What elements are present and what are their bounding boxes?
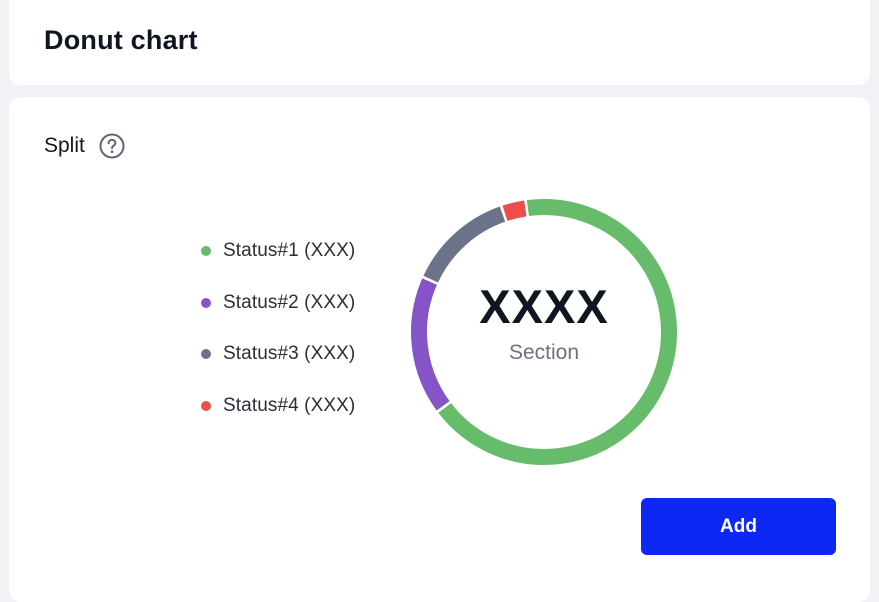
legend-label: Status#3 (XXX) [223,343,356,364]
legend-dot [201,349,211,359]
donut-svg [411,199,677,465]
legend-item-status-2: Status#2 (XXX) [201,290,355,316]
legend-item-status-1: Status#1 (XXX) [201,238,355,264]
donut-slice-status-2 [411,278,450,411]
donut-slice-status-3 [423,206,506,283]
donut-center-value: XXXX [479,280,609,333]
legend-label: Status#2 (XXX) [223,291,356,313]
legend-label: Status#4 (XXX) [223,394,356,416]
donut-slice-status-4 [502,200,527,221]
chart-legend: Status#1 (XXX) Status#2 (XXX) Status#3 (… [201,238,355,444]
section-header: Split [44,133,125,159]
legend-item-status-4: Status#4 (XXX) [201,393,355,419]
legend-dot [201,297,211,308]
legend-dot [201,400,211,411]
legend-label: Status#1 (XXX) [223,240,356,261]
donut-slice-status-1 [438,199,677,465]
section-label: Split [44,134,85,157]
donut-chart: XXXX Section [404,192,684,472]
split-card: Split Status#1 (XXX) Status#2 (XXX) Stat… [9,97,870,602]
page-title: Donut chart [44,25,198,55]
question-circle-icon[interactable] [99,133,125,159]
legend-dot [201,246,211,256]
header-card: Donut chart [9,0,870,85]
donut-center-caption: Section [508,341,580,364]
add-button[interactable]: Add [641,498,836,555]
legend-item-status-3: Status#3 (XXX) [201,341,355,367]
